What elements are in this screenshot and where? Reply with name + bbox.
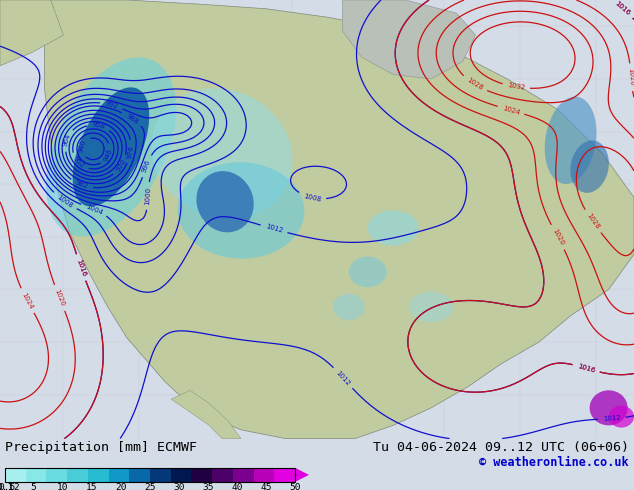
Text: 1028: 1028 xyxy=(585,212,600,230)
Text: 982: 982 xyxy=(74,180,89,190)
Text: 1008: 1008 xyxy=(303,193,321,202)
Text: 1012: 1012 xyxy=(264,223,283,234)
Text: 1020: 1020 xyxy=(627,68,634,86)
Text: 964: 964 xyxy=(62,133,72,147)
Bar xyxy=(5,468,26,482)
Text: 1016: 1016 xyxy=(577,363,596,374)
Text: 992: 992 xyxy=(104,100,119,110)
Text: 35: 35 xyxy=(202,484,214,490)
Text: 45: 45 xyxy=(260,484,272,490)
Text: 1024: 1024 xyxy=(20,292,34,310)
Polygon shape xyxy=(171,391,241,439)
Ellipse shape xyxy=(349,257,387,287)
Ellipse shape xyxy=(571,141,609,193)
Bar xyxy=(88,468,108,482)
Ellipse shape xyxy=(178,162,304,259)
Text: 1: 1 xyxy=(8,484,13,490)
Text: 1016: 1016 xyxy=(614,0,631,16)
Text: 958: 958 xyxy=(91,122,106,130)
Bar xyxy=(5,468,295,482)
Text: 1008: 1008 xyxy=(56,194,74,209)
Text: 1016: 1016 xyxy=(75,258,87,277)
Text: 5: 5 xyxy=(30,484,36,490)
Text: © weatheronline.co.uk: © weatheronline.co.uk xyxy=(479,456,629,469)
Polygon shape xyxy=(0,0,63,66)
Bar xyxy=(108,468,129,482)
Text: Precipitation [mm] ECMWF: Precipitation [mm] ECMWF xyxy=(5,441,197,454)
Text: 1032: 1032 xyxy=(507,82,526,91)
Ellipse shape xyxy=(368,211,418,245)
Ellipse shape xyxy=(46,57,176,237)
Bar xyxy=(46,468,67,482)
Text: 1016: 1016 xyxy=(577,363,596,374)
Ellipse shape xyxy=(333,294,365,320)
Ellipse shape xyxy=(73,87,149,206)
Bar xyxy=(275,468,295,482)
Text: Tu 04-06-2024 09..12 UTC (06+06): Tu 04-06-2024 09..12 UTC (06+06) xyxy=(373,441,629,454)
Bar xyxy=(171,468,191,482)
Text: 940: 940 xyxy=(78,139,87,153)
Text: 952: 952 xyxy=(72,156,86,170)
Text: 10: 10 xyxy=(57,484,68,490)
Text: 1028: 1028 xyxy=(465,77,484,92)
Bar xyxy=(26,468,46,482)
Text: 30: 30 xyxy=(173,484,184,490)
Text: 1020: 1020 xyxy=(551,228,565,246)
Text: 976: 976 xyxy=(126,145,134,159)
Bar xyxy=(254,468,275,482)
Text: 50: 50 xyxy=(289,484,301,490)
Text: 946: 946 xyxy=(103,147,113,162)
Bar xyxy=(233,468,254,482)
Text: 1016: 1016 xyxy=(614,0,631,16)
Text: 1012: 1012 xyxy=(335,369,351,387)
Ellipse shape xyxy=(609,406,634,428)
Text: 0.1: 0.1 xyxy=(0,484,13,490)
Polygon shape xyxy=(44,0,634,439)
Bar xyxy=(212,468,233,482)
Text: 1012: 1012 xyxy=(602,415,621,422)
Text: 2: 2 xyxy=(13,484,19,490)
Text: 40: 40 xyxy=(231,484,243,490)
Ellipse shape xyxy=(590,391,628,425)
Text: 1004: 1004 xyxy=(85,203,103,216)
Bar xyxy=(67,468,88,482)
Bar xyxy=(191,468,212,482)
Text: 1020: 1020 xyxy=(53,289,66,307)
Bar xyxy=(150,468,171,482)
Text: 1000: 1000 xyxy=(144,187,151,205)
Text: 1016: 1016 xyxy=(75,258,87,277)
Text: 996: 996 xyxy=(141,159,152,173)
FancyArrow shape xyxy=(295,468,309,482)
Ellipse shape xyxy=(197,171,254,232)
Ellipse shape xyxy=(409,292,453,322)
Text: 988: 988 xyxy=(125,112,139,125)
Bar xyxy=(129,468,150,482)
Ellipse shape xyxy=(152,88,292,219)
Text: 0.5: 0.5 xyxy=(0,484,16,490)
Text: 25: 25 xyxy=(144,484,155,490)
Ellipse shape xyxy=(545,97,597,184)
Text: 15: 15 xyxy=(86,484,98,490)
Text: 970: 970 xyxy=(115,158,127,173)
Polygon shape xyxy=(342,0,476,79)
Text: 1024: 1024 xyxy=(501,105,521,116)
Text: 20: 20 xyxy=(115,484,126,490)
